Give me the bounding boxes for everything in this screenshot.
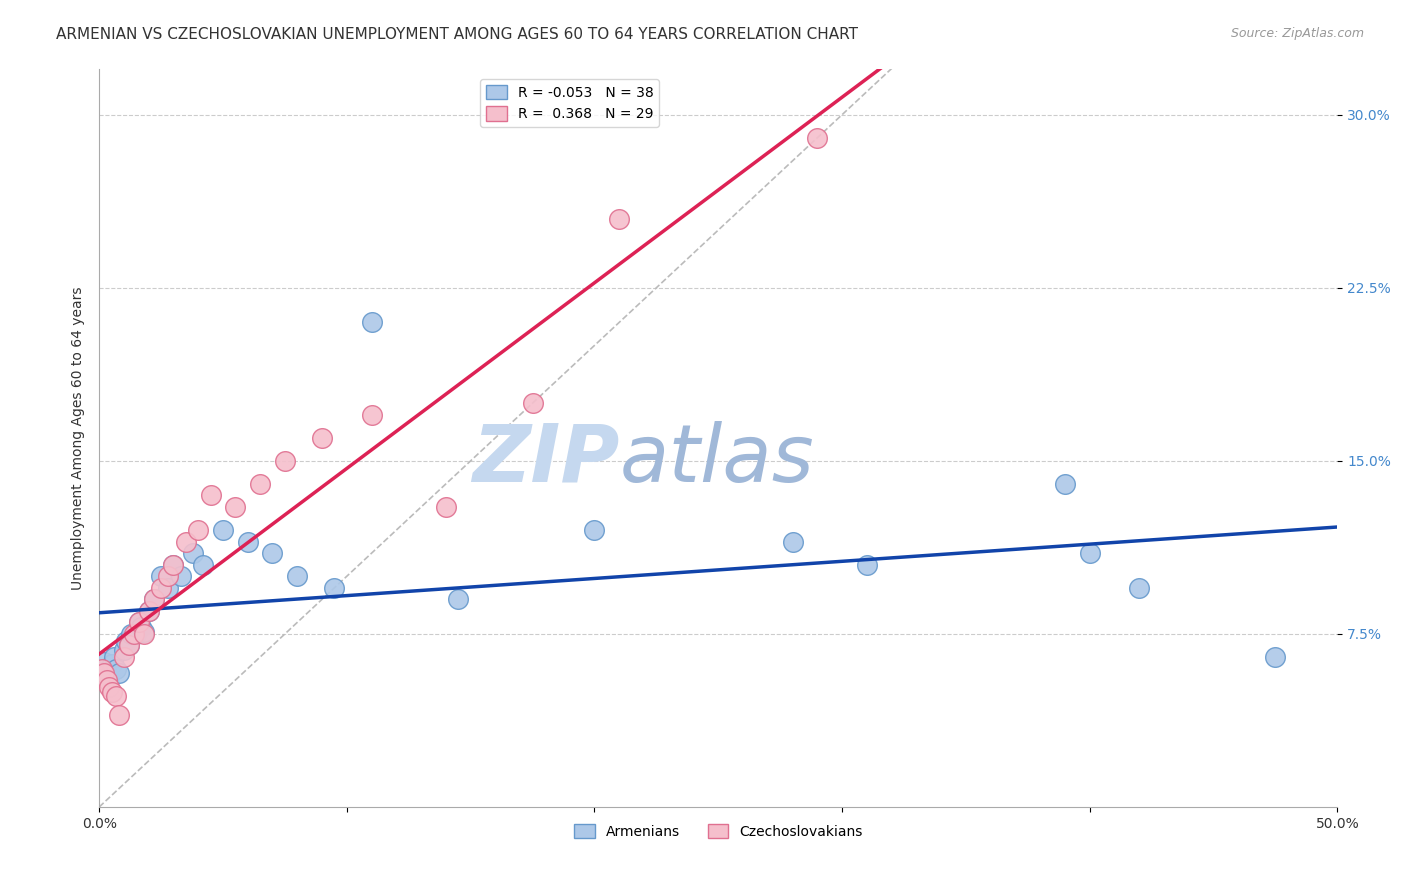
Point <box>200 488 222 502</box>
Point <box>129 620 152 634</box>
Point <box>323 581 346 595</box>
Point <box>105 662 128 676</box>
Y-axis label: Unemployment Among Ages 60 to 64 years: Unemployment Among Ages 60 to 64 years <box>72 286 86 590</box>
Point <box>212 523 235 537</box>
Point <box>96 666 118 681</box>
Text: atlas: atlas <box>619 421 814 499</box>
Point <box>607 211 630 226</box>
Point <box>1078 546 1101 560</box>
Point <box>224 500 246 514</box>
Point <box>108 666 131 681</box>
Point <box>115 633 138 648</box>
Point <box>108 707 131 722</box>
Point <box>122 627 145 641</box>
Point <box>262 546 284 560</box>
Point <box>583 523 606 537</box>
Point <box>98 668 121 682</box>
Point <box>128 615 150 630</box>
Point <box>157 581 180 595</box>
Point <box>142 592 165 607</box>
Point <box>128 615 150 630</box>
Point <box>162 558 184 572</box>
Point <box>274 454 297 468</box>
Point <box>150 581 173 595</box>
Point <box>100 657 122 671</box>
Point <box>90 662 112 676</box>
Point <box>125 627 148 641</box>
Point <box>360 315 382 329</box>
Point <box>236 534 259 549</box>
Point <box>90 662 112 676</box>
Point <box>360 408 382 422</box>
Text: ARMENIAN VS CZECHOSLOVAKIAN UNEMPLOYMENT AMONG AGES 60 TO 64 YEARS CORRELATION C: ARMENIAN VS CZECHOSLOVAKIAN UNEMPLOYMENT… <box>56 27 858 42</box>
Point <box>285 569 308 583</box>
Point <box>1053 477 1076 491</box>
Point <box>142 592 165 607</box>
Point <box>181 546 204 560</box>
Point <box>112 643 135 657</box>
Point <box>157 569 180 583</box>
Point <box>191 558 214 572</box>
Point <box>103 650 125 665</box>
Point <box>93 655 115 669</box>
Point <box>98 680 121 694</box>
Text: Source: ZipAtlas.com: Source: ZipAtlas.com <box>1230 27 1364 40</box>
Point <box>93 666 115 681</box>
Point <box>112 650 135 665</box>
Point <box>1264 650 1286 665</box>
Point <box>249 477 271 491</box>
Point <box>434 500 457 514</box>
Point <box>120 627 142 641</box>
Point <box>105 690 128 704</box>
Point <box>806 130 828 145</box>
Point <box>100 684 122 698</box>
Point <box>174 534 197 549</box>
Point <box>132 627 155 641</box>
Legend: Armenians, Czechoslovakians: Armenians, Czechoslovakians <box>568 819 869 845</box>
Point <box>96 673 118 687</box>
Point <box>782 534 804 549</box>
Point <box>170 569 193 583</box>
Point <box>447 592 470 607</box>
Point <box>522 396 544 410</box>
Point <box>132 624 155 639</box>
Point <box>138 604 160 618</box>
Point <box>150 569 173 583</box>
Point <box>311 431 333 445</box>
Point <box>856 558 879 572</box>
Point <box>162 558 184 572</box>
Point <box>1128 581 1150 595</box>
Point <box>187 523 209 537</box>
Text: ZIP: ZIP <box>472 421 619 499</box>
Point <box>118 639 141 653</box>
Point <box>138 604 160 618</box>
Point <box>118 639 141 653</box>
